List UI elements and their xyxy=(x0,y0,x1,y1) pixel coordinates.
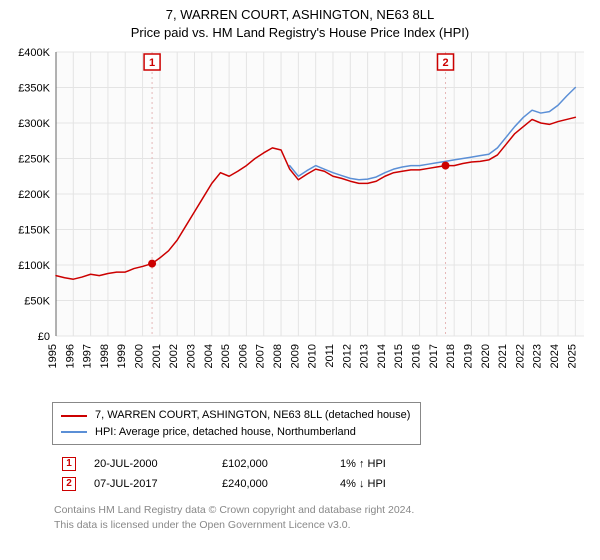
marker-badge: 2 xyxy=(62,477,76,491)
svg-text:2000: 2000 xyxy=(134,344,146,368)
svg-text:2012: 2012 xyxy=(341,344,353,368)
data-attribution: Contains HM Land Registry data © Crown c… xyxy=(54,503,588,531)
svg-text:2019: 2019 xyxy=(462,344,474,368)
marker-cell-badge: 1 xyxy=(54,455,84,473)
attribution-line-2: This data is licensed under the Open Gov… xyxy=(54,518,588,532)
svg-text:£250K: £250K xyxy=(18,154,50,166)
marker-cell-price: £240,000 xyxy=(214,475,330,493)
svg-text:1997: 1997 xyxy=(82,344,94,368)
svg-text:2002: 2002 xyxy=(168,344,180,368)
svg-text:£300K: £300K xyxy=(18,118,50,130)
marker-badge: 1 xyxy=(62,457,76,471)
svg-text:2: 2 xyxy=(442,57,448,69)
svg-text:2013: 2013 xyxy=(359,344,371,368)
svg-text:£0: £0 xyxy=(38,331,50,343)
svg-text:£200K: £200K xyxy=(18,189,50,201)
svg-text:2015: 2015 xyxy=(393,344,405,368)
svg-text:1998: 1998 xyxy=(99,344,111,368)
svg-text:2024: 2024 xyxy=(549,344,561,368)
marker-cell-date: 07-JUL-2017 xyxy=(86,475,212,493)
svg-text:2008: 2008 xyxy=(272,344,284,368)
svg-text:1999: 1999 xyxy=(116,344,128,368)
svg-text:2007: 2007 xyxy=(255,344,267,368)
svg-text:1996: 1996 xyxy=(64,344,76,368)
svg-text:2022: 2022 xyxy=(514,344,526,368)
svg-text:2011: 2011 xyxy=(324,344,336,368)
svg-text:2021: 2021 xyxy=(497,344,509,368)
sale-marker-table: 1 20-JUL-2000£102,0001% ↑ HPI 2 07-JUL-2017… xyxy=(52,453,396,495)
svg-text:2017: 2017 xyxy=(428,344,440,368)
svg-text:£350K: £350K xyxy=(18,83,50,95)
svg-text:£150K: £150K xyxy=(18,225,50,237)
svg-text:1: 1 xyxy=(149,57,155,69)
marker-cell-date: 20-JUL-2000 xyxy=(86,455,212,473)
legend-row: 7, WARREN COURT, ASHINGTON, NE63 8LL (de… xyxy=(61,407,410,424)
legend-label: 7, WARREN COURT, ASHINGTON, NE63 8LL (de… xyxy=(95,407,410,424)
attribution-line-1: Contains HM Land Registry data © Crown c… xyxy=(54,503,588,517)
svg-text:2025: 2025 xyxy=(566,344,578,368)
svg-text:2018: 2018 xyxy=(445,344,457,368)
svg-text:1995: 1995 xyxy=(47,344,59,368)
address-title: 7, WARREN COURT, ASHINGTON, NE63 8LL xyxy=(12,6,588,24)
price-chart: £0 £50K £100K £150K £200K £250K £300K £350K £400… xyxy=(12,46,588,396)
legend-swatch xyxy=(61,431,87,433)
svg-text:2003: 2003 xyxy=(185,344,197,368)
svg-text:2001: 2001 xyxy=(151,344,163,368)
legend-label: HPI: Average price, detached house, Nort… xyxy=(95,424,356,441)
svg-text:2020: 2020 xyxy=(480,344,492,368)
svg-text:2023: 2023 xyxy=(532,344,544,368)
chart-legend: 7, WARREN COURT, ASHINGTON, NE63 8LL (de… xyxy=(52,402,421,445)
svg-text:2010: 2010 xyxy=(307,344,319,368)
table-row: 2 07-JUL-2017£240,0004% ↓ HPI xyxy=(54,475,394,493)
marker-cell-diff: 4% ↓ HPI xyxy=(332,475,394,493)
svg-text:2005: 2005 xyxy=(220,344,232,368)
svg-text:2016: 2016 xyxy=(411,344,423,368)
chart-subtitle: Price paid vs. HM Land Registry's House … xyxy=(12,24,588,42)
marker-cell-price: £102,000 xyxy=(214,455,330,473)
svg-text:2004: 2004 xyxy=(203,344,215,368)
svg-text:£400K: £400K xyxy=(18,47,50,59)
svg-text:£50K: £50K xyxy=(24,296,50,308)
legend-swatch xyxy=(61,415,87,417)
table-row: 1 20-JUL-2000£102,0001% ↑ HPI xyxy=(54,455,394,473)
svg-text:£100K: £100K xyxy=(18,260,50,272)
marker-cell-badge: 2 xyxy=(54,475,84,493)
legend-row: HPI: Average price, detached house, Nort… xyxy=(61,424,410,441)
svg-text:2006: 2006 xyxy=(237,344,249,368)
svg-text:2014: 2014 xyxy=(376,344,388,368)
svg-text:2009: 2009 xyxy=(289,344,301,368)
marker-cell-diff: 1% ↑ HPI xyxy=(332,455,394,473)
